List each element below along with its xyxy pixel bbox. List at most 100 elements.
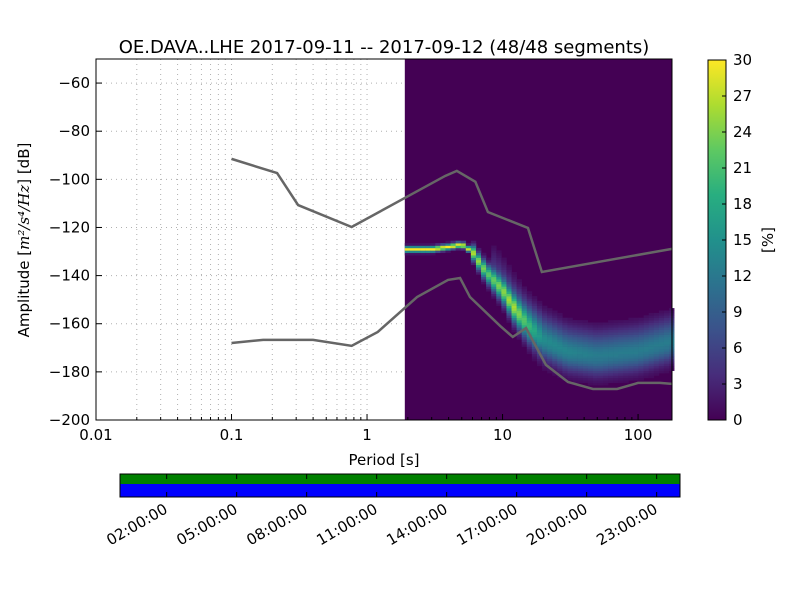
heatmap-cell (542, 308, 548, 311)
heatmap-cell (516, 291, 522, 294)
heatmap-cell (577, 361, 583, 364)
heatmap-cell (648, 373, 655, 376)
heatmap-cell (648, 349, 655, 352)
heatmap-cell (638, 320, 644, 323)
heatmap-cell (582, 365, 589, 369)
heatmap-cell (602, 373, 609, 376)
heatmap-cell (552, 353, 558, 357)
heatmap-cell (486, 288, 492, 292)
heatmap-cell (475, 271, 482, 275)
heatmap-cell (445, 240, 451, 244)
heatmap-cell (435, 250, 441, 254)
heatmap-cell (572, 336, 578, 340)
heatmap-cell (577, 358, 583, 362)
heatmap-cell (628, 327, 634, 331)
heatmap-cell (516, 320, 522, 323)
heatmap-cell (557, 327, 563, 331)
heatmap-cell (643, 327, 650, 331)
heatmap-cell (628, 358, 634, 362)
heatmap-cell (648, 320, 655, 323)
heatmap-cell (663, 344, 670, 347)
heatmap-cell (516, 324, 522, 328)
heatmap-cell (547, 339, 553, 343)
heatmap-cell (475, 250, 482, 254)
heatmap-cell (648, 332, 655, 335)
heatmap-cell (501, 310, 507, 314)
heatmap-cell (542, 336, 548, 340)
heatmap-cell (653, 336, 660, 340)
heatmap-cell (491, 269, 497, 273)
heatmap-cell (536, 317, 543, 321)
heatmap-cell (577, 334, 583, 338)
heatmap-cell (552, 368, 558, 371)
heatmap-cell (618, 358, 624, 362)
heatmap-cell (455, 247, 462, 251)
heatmap-cell (643, 334, 650, 338)
heatmap-cell (562, 353, 568, 357)
heatmap-cell (414, 243, 421, 246)
heatmap-cell (628, 373, 634, 376)
heatmap-cell (521, 344, 528, 347)
heatmap-cell (491, 296, 497, 299)
heatmap-cell (613, 356, 619, 359)
heatmap-cell (542, 358, 548, 362)
colorbar-tick-label: 12 (733, 267, 752, 285)
heatmap-cell (658, 356, 665, 359)
heatmap-cell (425, 252, 431, 256)
heatmap-cell (577, 375, 583, 379)
heatmap-cell (562, 368, 568, 371)
heatmap-cell (536, 305, 543, 309)
heatmap-cell (542, 368, 548, 371)
heatmap-cell (577, 365, 583, 369)
heatmap-cell (628, 346, 634, 350)
heatmap-cell (572, 332, 578, 335)
heatmap-cell (511, 310, 517, 314)
heatmap-cell (658, 315, 665, 319)
heatmap-cell (552, 339, 558, 343)
heatmap-cell (613, 370, 619, 374)
heatmap-cell (618, 341, 624, 345)
heatmap-cell (536, 310, 543, 314)
heatmap-cell (587, 349, 594, 352)
heatmap-cell (516, 303, 522, 306)
heatmap-cell (526, 312, 533, 316)
heatmap-cell (552, 329, 558, 333)
heatmap-cell (597, 363, 604, 367)
heatmap-cell (414, 245, 421, 249)
heatmap-cell (496, 259, 502, 263)
heatmap-cell (572, 368, 578, 371)
heatmap-cell (613, 327, 619, 331)
timeline-frame (119, 473, 681, 498)
heatmap-cell (582, 334, 589, 338)
heatmap-cell (648, 356, 655, 359)
heatmap-cell (648, 317, 655, 321)
heatmap-cell (638, 370, 644, 374)
heatmap-cell (597, 370, 604, 374)
heatmap-cell (526, 324, 533, 328)
heatmap-cell (531, 358, 538, 362)
heatmap-cell (628, 363, 634, 367)
colorbar-tick-label: 3 (733, 375, 743, 393)
heatmap-cell (496, 250, 502, 254)
heatmap-cell (613, 324, 619, 328)
heatmap-cell (526, 329, 533, 333)
heatmap-cell (552, 322, 558, 326)
colorbar-tick-label: 15 (733, 231, 752, 249)
heatmap-cell (653, 317, 660, 321)
heatmap-cell (542, 351, 548, 355)
heatmap-cell (582, 339, 589, 343)
heatmap-cell (567, 361, 573, 364)
heatmap-cell (592, 370, 599, 374)
heatmap-cell (602, 334, 609, 338)
colorbar-tick-label: 9 (733, 303, 743, 321)
heatmap-cell (608, 358, 614, 362)
heatmap-cell (597, 358, 604, 362)
heatmap-cell (623, 373, 629, 376)
heatmap-cell (577, 344, 583, 347)
heatmap-cell (663, 351, 670, 355)
heatmap-cell (592, 356, 599, 359)
heatmap-cell (658, 349, 665, 352)
heatmap-cell (643, 315, 650, 319)
heatmap-cell (628, 334, 634, 338)
heatmap-cell (506, 308, 512, 311)
